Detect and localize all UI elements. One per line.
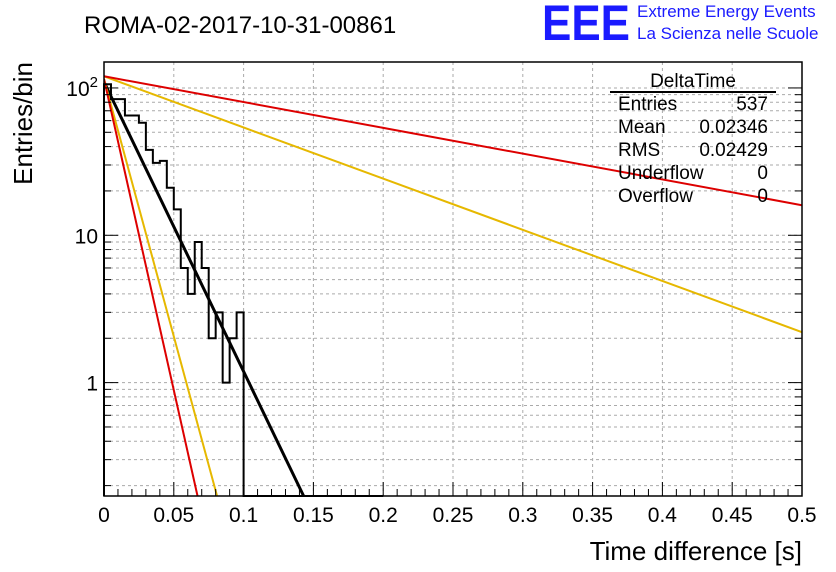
data-layer — [103, 75, 802, 497]
chart-title: ROMA-02-2017-10-31-00861 — [84, 12, 396, 39]
x-tick-label: 0.5 — [787, 504, 816, 527]
histogram-bin — [104, 84, 111, 496]
x-tick-label: 0.3 — [508, 504, 537, 527]
stats-underflow-label: Underflow — [618, 163, 704, 184]
x-tick-label: 0.45 — [712, 504, 753, 527]
stats-mean-value: 0.02346 — [699, 117, 768, 138]
stats-entries-label: Entries — [618, 94, 677, 115]
histogram-bin — [230, 338, 237, 496]
x-tick-label: 0 — [98, 504, 110, 527]
histogram-bin — [146, 150, 153, 496]
x-tick-label: 0.2 — [369, 504, 398, 527]
histogram-bin — [132, 116, 139, 496]
x-tick-label: 0.25 — [433, 504, 474, 527]
stats-rms-label: RMS — [618, 140, 660, 161]
x-axis-label: Time difference [s] — [590, 536, 802, 566]
stats-overflow-value: 0 — [757, 186, 768, 207]
eee-logo: EEE Extreme Energy Events La Scienza nel… — [542, 0, 818, 51]
logo-line-2: La Scienza nelle Scuole — [637, 24, 818, 43]
y-tick-label: 10 — [75, 225, 98, 248]
stats-rms-value: 0.02429 — [699, 140, 768, 161]
bound-line — [104, 75, 802, 207]
logo-mark: EEE — [542, 0, 630, 51]
bound-line — [104, 78, 219, 496]
stats-entries-value: 537 — [736, 94, 768, 115]
fit-line — [104, 81, 305, 496]
y-tick-label: 102 — [66, 74, 98, 101]
histogram-bin — [167, 188, 174, 496]
grid — [104, 62, 802, 496]
x-tick-label: 0.1 — [229, 504, 258, 527]
stats-mean-label: Mean — [618, 117, 666, 138]
axes: 0 0.05 0.1 0.15 0.2 0.25 0.3 0.35 0.4 0.45 0.5 1 10 1… — [66, 74, 816, 527]
x-tick-label: 0.05 — [153, 504, 194, 527]
stats-overflow-label: Overflow — [618, 186, 693, 207]
logo-line-1: Extreme Energy Events — [637, 2, 816, 21]
x-tick-label: 0.4 — [648, 504, 678, 527]
stats-underflow-value: 0 — [757, 163, 768, 184]
x-tick-label: 0.15 — [293, 504, 334, 527]
bound-line — [104, 75, 802, 334]
stats-title: DeltaTime — [650, 71, 736, 92]
histogram-bin — [111, 99, 118, 496]
histogram-bin — [139, 123, 146, 496]
y-axis-label: Entries/bin — [8, 62, 38, 185]
y-tick-label: 1 — [86, 373, 98, 396]
stats-box: DeltaTime Entries 537 Mean 0.02346 RMS 0… — [610, 71, 776, 207]
histogram-bin — [216, 312, 223, 496]
bound-line — [104, 78, 199, 496]
histogram-bin — [153, 163, 160, 496]
histogram-bin — [223, 383, 230, 496]
x-tick-label: 0.35 — [572, 504, 613, 527]
histogram-bin — [237, 312, 244, 496]
